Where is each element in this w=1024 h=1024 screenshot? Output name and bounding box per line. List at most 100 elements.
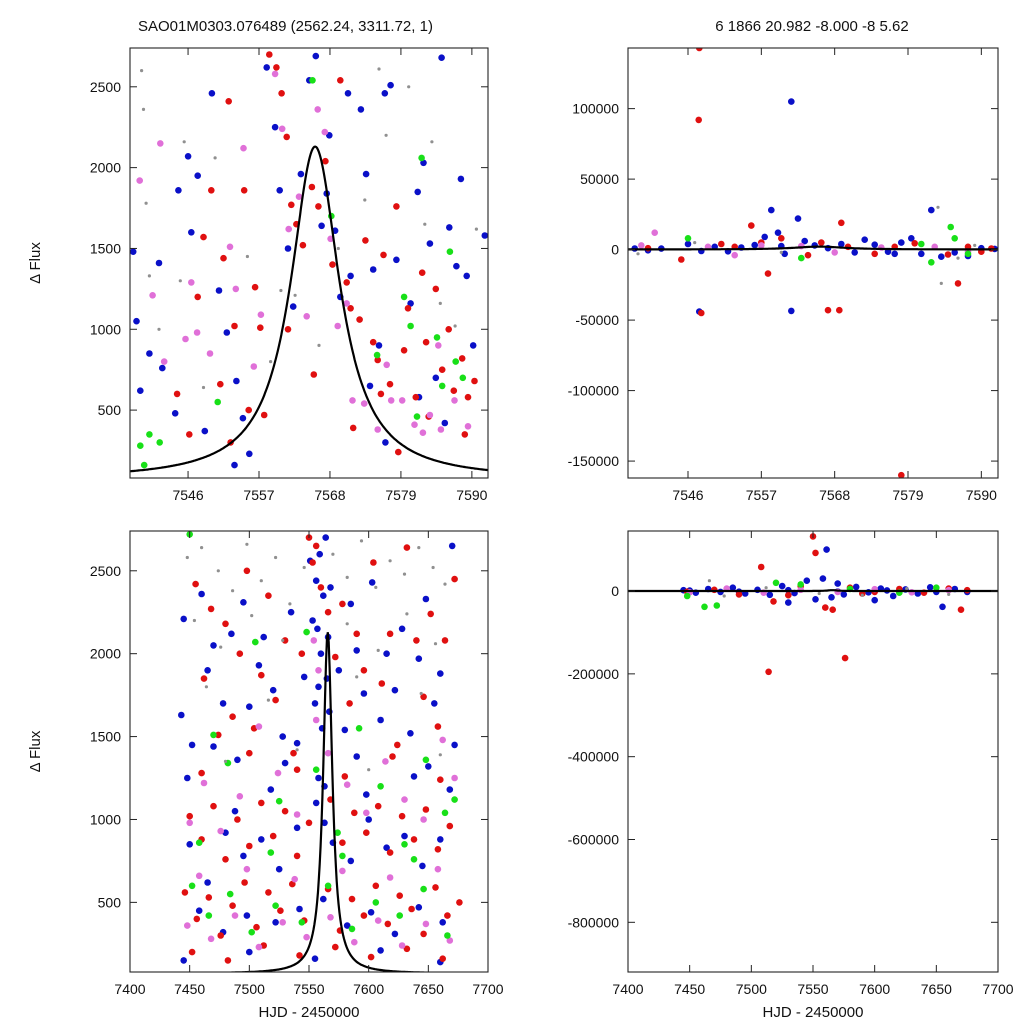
- point-blue: [851, 249, 858, 256]
- point-violet: [279, 919, 287, 926]
- point-blue: [246, 948, 253, 956]
- point-gray: [295, 748, 299, 752]
- point-red: [695, 116, 702, 124]
- point-red: [241, 879, 248, 886]
- point-red: [305, 819, 313, 827]
- point-blue: [778, 582, 786, 590]
- point-gray: [157, 327, 161, 331]
- point-blue: [246, 450, 253, 458]
- point-green: [684, 235, 692, 242]
- point-blue: [318, 222, 325, 230]
- point-red: [339, 600, 346, 608]
- point-gray: [388, 559, 392, 563]
- point-green: [348, 925, 356, 933]
- point-gray: [443, 582, 447, 586]
- point-green: [441, 809, 449, 817]
- point-gray: [281, 638, 285, 643]
- point-red: [410, 836, 418, 843]
- point-blue: [233, 377, 240, 385]
- point-blue: [684, 240, 692, 248]
- point-red: [748, 222, 755, 229]
- point-violet: [401, 796, 408, 803]
- point-blue: [137, 387, 144, 395]
- point-blue: [347, 272, 354, 280]
- point-red: [309, 559, 316, 566]
- point-blue: [320, 895, 327, 903]
- point-red: [696, 48, 703, 52]
- point-green: [372, 899, 380, 906]
- point-blue: [159, 364, 166, 372]
- y-tick-label: 1000: [90, 321, 121, 337]
- x-tick-label: 7500: [234, 981, 265, 997]
- point-red: [718, 240, 725, 248]
- x-axis-label: HJD - 2450000: [259, 1004, 360, 1021]
- y-tick-label: -400000: [568, 749, 620, 765]
- point-gray: [192, 618, 196, 623]
- point-gray: [722, 594, 726, 598]
- point-gray: [250, 614, 254, 618]
- point-gray: [213, 156, 217, 160]
- point-red: [378, 680, 386, 687]
- point-red: [236, 650, 244, 657]
- point-blue: [414, 188, 422, 196]
- point-blue: [316, 550, 324, 558]
- point-red: [403, 544, 411, 551]
- point-red: [341, 773, 349, 780]
- y-tick-label: 1500: [90, 729, 121, 745]
- point-red: [380, 251, 387, 259]
- point-blue: [327, 584, 334, 591]
- point-red: [829, 606, 836, 613]
- point-red: [356, 316, 363, 323]
- point-red: [246, 749, 253, 757]
- point-red: [362, 237, 369, 244]
- point-red: [198, 769, 205, 777]
- point-violet: [250, 363, 258, 370]
- point-blue: [269, 686, 277, 694]
- point-violet: [293, 811, 301, 818]
- point-blue: [377, 947, 384, 954]
- point-red: [911, 240, 918, 247]
- point-gray: [779, 250, 783, 254]
- point-red: [217, 932, 224, 939]
- point-blue: [788, 307, 795, 315]
- point-gray: [231, 589, 235, 593]
- point-blue: [432, 374, 440, 382]
- point-green: [272, 902, 279, 909]
- point-blue: [186, 841, 193, 848]
- point-blue: [939, 603, 946, 611]
- point-red: [422, 806, 430, 813]
- point-blue: [353, 647, 361, 654]
- point-red: [207, 605, 215, 613]
- point-blue: [774, 229, 782, 236]
- point-violet: [231, 912, 239, 919]
- point-violet: [285, 225, 293, 233]
- x-tick-label: 7450: [174, 981, 205, 997]
- point-blue: [840, 591, 848, 598]
- point-blue: [367, 909, 375, 916]
- x-tick-label: 7557: [746, 487, 777, 503]
- point-green: [410, 856, 418, 863]
- point-red: [418, 269, 426, 277]
- point-green: [377, 783, 384, 790]
- point-green: [407, 322, 414, 330]
- point-green: [214, 398, 221, 406]
- point-green: [420, 885, 427, 893]
- point-blue: [451, 741, 458, 749]
- point-gray: [936, 205, 940, 209]
- point-violet: [200, 779, 208, 787]
- point-blue: [210, 642, 217, 649]
- point-blue: [410, 773, 418, 780]
- point-red: [944, 251, 952, 258]
- point-blue: [362, 170, 370, 178]
- point-blue: [391, 686, 399, 694]
- point-blue: [438, 54, 445, 61]
- header-object-id: SAO01M0303.076489 (2562.24, 3311.72, 1): [138, 18, 433, 35]
- point-red: [240, 187, 248, 194]
- point-blue: [415, 904, 423, 911]
- point-violet: [464, 423, 472, 430]
- point-red: [437, 776, 444, 783]
- fit-curve: [628, 589, 998, 593]
- point-gray: [405, 612, 409, 616]
- point-violet: [136, 177, 143, 184]
- point-gray: [182, 140, 186, 144]
